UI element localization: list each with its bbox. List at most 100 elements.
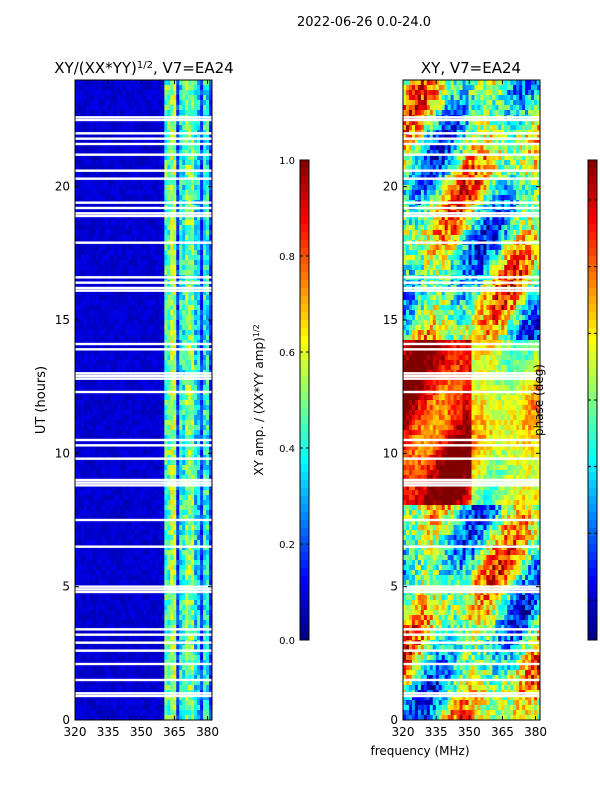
amplitude-cell — [149, 95, 153, 101]
amplitude-cell — [179, 540, 183, 546]
amplitude-cell — [95, 95, 100, 101]
amplitude-cell — [116, 340, 121, 346]
amplitude-cell — [77, 600, 82, 606]
amplitude-cell — [170, 425, 174, 431]
amplitude-cell — [86, 165, 91, 171]
amplitude-cell — [116, 595, 121, 601]
amplitude-cell — [101, 325, 106, 331]
amplitude-cell — [170, 270, 174, 276]
amplitude-cell — [122, 680, 127, 686]
amplitude-cell — [173, 500, 177, 506]
amplitude-cell — [128, 675, 132, 681]
amplitude-cell — [179, 475, 183, 481]
amplitude-cell — [122, 215, 127, 221]
amplitude-cell — [143, 440, 147, 446]
amplitude-cell — [122, 525, 127, 531]
amplitude-cell — [116, 520, 121, 526]
amplitude-cell — [92, 630, 97, 636]
amplitude-cell — [80, 710, 85, 716]
amplitude-cell — [155, 310, 159, 316]
amplitude-cell — [185, 700, 189, 706]
amplitude-cell — [75, 380, 79, 386]
amplitude-cell — [116, 90, 121, 96]
amplitude-cell — [86, 445, 91, 451]
amplitude-cell — [80, 655, 85, 661]
amplitude-cell — [95, 685, 100, 691]
amplitude-cell — [80, 500, 85, 506]
amplitude-cell — [176, 290, 180, 296]
amplitude-cell — [122, 105, 127, 111]
amplitude-cell — [140, 580, 144, 586]
amplitude-cell — [89, 330, 94, 336]
amplitude-cell — [158, 255, 162, 261]
amplitude-cell — [128, 595, 132, 601]
amplitude-cell — [182, 215, 186, 221]
amplitude-cell — [176, 575, 180, 581]
amplitude-cell — [119, 425, 124, 431]
amplitude-cell — [143, 615, 147, 621]
amplitude-cell — [95, 560, 100, 566]
amplitude-cell — [86, 470, 91, 476]
amplitude-cell — [83, 150, 88, 156]
amplitude-cell — [140, 440, 144, 446]
amplitude-cell — [77, 710, 82, 716]
amplitude-cell — [89, 615, 94, 621]
amplitude-cell — [140, 600, 144, 606]
amplitude-cell — [92, 670, 97, 676]
amplitude-cell — [119, 140, 124, 146]
amplitude-cell — [101, 260, 106, 266]
amplitude-cell — [80, 410, 85, 416]
amplitude-cell — [101, 710, 106, 716]
amplitude-cell — [75, 215, 79, 221]
amplitude-cell — [140, 220, 144, 226]
amplitude-cell — [75, 630, 79, 636]
amplitude-cell — [152, 215, 156, 221]
amplitude-cell — [179, 515, 183, 521]
amplitude-cell — [77, 650, 82, 656]
amplitude-cell — [131, 95, 135, 101]
amplitude-cell — [161, 560, 165, 566]
amplitude-cell — [95, 405, 100, 411]
amplitude-cell — [140, 665, 144, 671]
amplitude-cell — [140, 320, 144, 326]
amplitude-cell — [176, 610, 180, 616]
amplitude-cell — [134, 460, 138, 466]
amplitude-cell — [149, 575, 153, 581]
amplitude-cell — [167, 85, 171, 91]
amplitude-cell — [83, 530, 88, 536]
amplitude-cell — [83, 475, 88, 481]
amplitude-cell — [86, 645, 91, 651]
amplitude-cell — [80, 705, 85, 711]
amplitude-cell — [128, 680, 132, 686]
amplitude-cell — [77, 340, 82, 346]
amplitude-cell — [179, 500, 183, 506]
amplitude-cell — [113, 120, 118, 126]
amplitude-cell — [164, 145, 168, 151]
amplitude-cell — [107, 125, 112, 131]
amplitude-cell — [95, 155, 100, 161]
amplitude-cell — [128, 85, 132, 91]
amplitude-cell — [182, 570, 186, 576]
amplitude-cell — [164, 400, 168, 406]
amplitude-cell — [173, 415, 177, 421]
amplitude-cell — [152, 485, 156, 491]
amplitude-cell — [125, 420, 130, 426]
amplitude-cell — [131, 655, 135, 661]
amplitude-cell — [182, 250, 186, 256]
amplitude-cell — [104, 445, 109, 451]
amplitude-cell — [86, 560, 91, 566]
amplitude-cell — [122, 395, 127, 401]
amplitude-cell — [116, 445, 121, 451]
amplitude-cell — [92, 485, 97, 491]
amplitude-cell — [167, 565, 171, 571]
amplitude-cell — [146, 150, 150, 156]
amplitude-cell — [89, 645, 94, 651]
amplitude-cell — [146, 440, 150, 446]
amplitude-cell — [110, 125, 115, 131]
amplitude-cell — [92, 605, 97, 611]
amplitude-cell — [119, 550, 124, 556]
amplitude-cell — [92, 180, 97, 186]
amplitude-cell — [101, 435, 106, 441]
amplitude-cell — [143, 660, 147, 666]
amplitude-cell — [140, 525, 144, 531]
